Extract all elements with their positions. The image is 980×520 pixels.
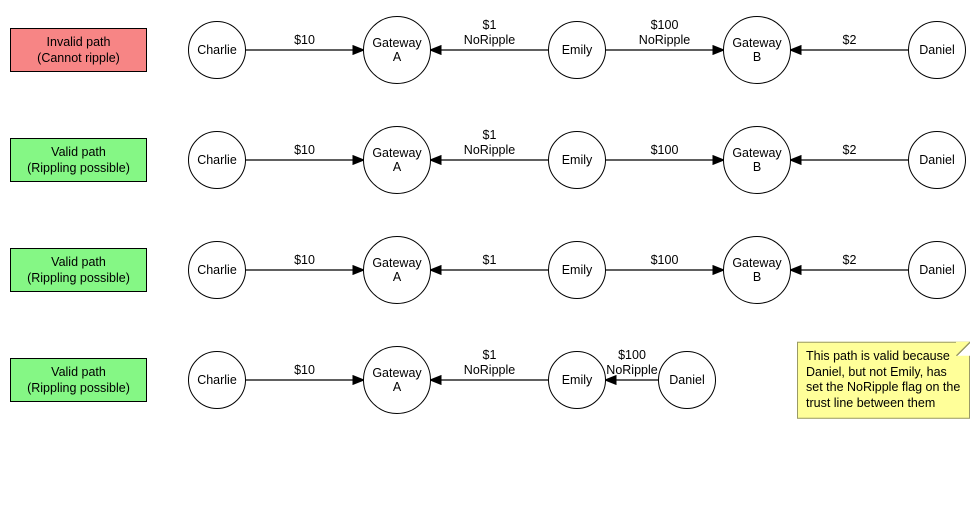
node-gateway-a: GatewayA	[363, 16, 431, 84]
edge-label: $100	[649, 253, 681, 268]
edge-label-top: $10	[294, 143, 315, 158]
status-valid-box: Valid path(Rippling possible)	[10, 248, 147, 292]
path-area: $10$1NoRipple$100NoRippleCharlieGatewayA…	[157, 340, 980, 420]
edge-label-top: $1	[464, 348, 515, 363]
path-area: $10 $1 $100 $2 Charlie GatewayA Emily GatewayB D…	[157, 230, 980, 310]
edge-label: $10	[292, 363, 317, 378]
edge-label: $1NoRipple	[462, 18, 517, 48]
edge-label-bottom: NoRipple	[464, 143, 515, 158]
node-gateway-b: GatewayB	[723, 236, 791, 304]
edge-label-top: $1	[464, 128, 515, 143]
node-daniel: Daniel	[658, 351, 716, 409]
edge-label-top: $2	[843, 33, 857, 48]
node-emily: Emily	[548, 241, 606, 299]
node-daniel: Daniel	[908, 21, 966, 79]
path-area: $10 $1NoRipple $100 $2 Charlie GatewayA Emily G…	[157, 120, 980, 200]
path-row: Invalid path(Cannot ripple)$10$1NoRipple…	[10, 10, 980, 90]
node-daniel: Daniel	[908, 131, 966, 189]
ripple-paths-diagram: Invalid path(Cannot ripple)$10$1NoRipple…	[10, 10, 980, 420]
node-emily: Emily	[548, 21, 606, 79]
edge-label-top: $1	[464, 18, 515, 33]
path-area: $10$1NoRipple$100NoRipple$2CharlieGatewa…	[157, 10, 980, 90]
node-gateway-a: GatewayA	[363, 126, 431, 194]
edge-label-top: $10	[294, 253, 315, 268]
node-charlie: Charlie	[188, 21, 246, 79]
edge-label-bottom: NoRipple	[464, 363, 515, 378]
path-row: Valid path(Rippling possible)$10$1NoRipp…	[10, 340, 980, 420]
edge-label: $1	[481, 253, 499, 268]
node-charlie: Charlie	[188, 241, 246, 299]
edge-label: $100NoRipple	[604, 348, 659, 378]
path-row: Valid path(Rippling possible) $10 $1NoRipp…	[10, 120, 980, 200]
edge-label: $100NoRipple	[637, 18, 692, 48]
node-emily: Emily	[548, 131, 606, 189]
node-gateway-b: GatewayB	[723, 16, 791, 84]
edge-label-top: $2	[843, 253, 857, 268]
status-valid-box: Valid path(Rippling possible)	[10, 358, 147, 402]
edge-label-top: $10	[294, 363, 315, 378]
node-gateway-a: GatewayA	[363, 346, 431, 414]
node-gateway-a: GatewayA	[363, 236, 431, 304]
edge-label-top: $100	[651, 253, 679, 268]
node-charlie: Charlie	[188, 351, 246, 409]
edge-label: $2	[841, 143, 859, 158]
explanatory-note: This path is valid because Daniel, but n…	[797, 342, 970, 419]
status-invalid-box: Invalid path(Cannot ripple)	[10, 28, 147, 72]
path-row: Valid path(Rippling possible) $10 $1 $100 $2…	[10, 230, 980, 310]
edge-label: $1NoRipple	[462, 348, 517, 378]
edge-label: $2	[841, 253, 859, 268]
edge-label: $10	[292, 33, 317, 48]
edge-label: $10	[292, 253, 317, 268]
edge-label-top: $100	[606, 348, 657, 363]
status-valid-box: Valid path(Rippling possible)	[10, 138, 147, 182]
edge-label: $1NoRipple	[462, 128, 517, 158]
edge-label-top: $100	[639, 18, 690, 33]
node-gateway-b: GatewayB	[723, 126, 791, 194]
edge-label-top: $1	[483, 253, 497, 268]
edge-label-top: $2	[843, 143, 857, 158]
edge-label: $2	[841, 33, 859, 48]
edge-label: $100	[649, 143, 681, 158]
edge-label: $10	[292, 143, 317, 158]
edge-label-top: $100	[651, 143, 679, 158]
edge-label-bottom: NoRipple	[606, 363, 657, 378]
edge-label-bottom: NoRipple	[639, 33, 690, 48]
edge-label-top: $10	[294, 33, 315, 48]
node-emily: Emily	[548, 351, 606, 409]
edge-label-bottom: NoRipple	[464, 33, 515, 48]
node-charlie: Charlie	[188, 131, 246, 189]
node-daniel: Daniel	[908, 241, 966, 299]
